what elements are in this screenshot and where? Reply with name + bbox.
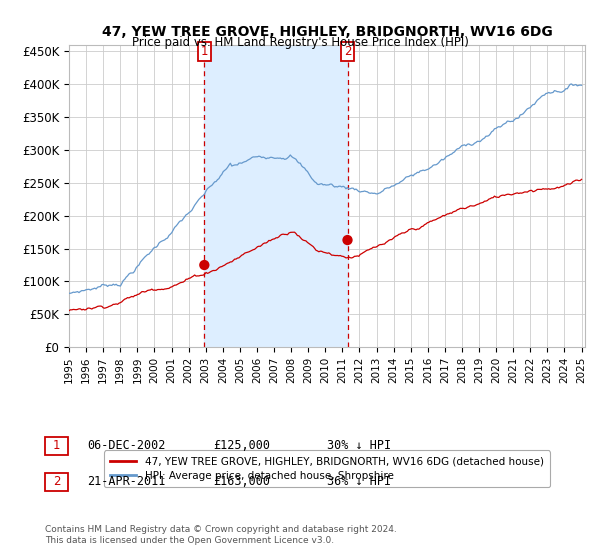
Text: 1: 1 bbox=[200, 45, 208, 58]
Text: 06-DEC-2002: 06-DEC-2002 bbox=[87, 438, 166, 452]
Text: 36% ↓ HPI: 36% ↓ HPI bbox=[327, 475, 391, 488]
Text: 21-APR-2011: 21-APR-2011 bbox=[87, 475, 166, 488]
Text: Contains HM Land Registry data © Crown copyright and database right 2024.
This d: Contains HM Land Registry data © Crown c… bbox=[45, 525, 397, 545]
Text: 2: 2 bbox=[344, 45, 351, 58]
Bar bbox=[205, 45, 347, 347]
Text: £163,000: £163,000 bbox=[213, 475, 270, 488]
Point bbox=[200, 260, 209, 269]
Legend: 47, YEW TREE GROVE, HIGHLEY, BRIDGNORTH, WV16 6DG (detached house), HPI: Average: 47, YEW TREE GROVE, HIGHLEY, BRIDGNORTH,… bbox=[104, 450, 550, 487]
Text: 2: 2 bbox=[53, 475, 60, 488]
Text: 30% ↓ HPI: 30% ↓ HPI bbox=[327, 438, 391, 452]
Text: 1: 1 bbox=[53, 438, 60, 452]
Text: Price paid vs. HM Land Registry's House Price Index (HPI): Price paid vs. HM Land Registry's House … bbox=[131, 36, 469, 49]
Text: £125,000: £125,000 bbox=[213, 438, 270, 452]
Point bbox=[343, 236, 352, 245]
Title: 47, YEW TREE GROVE, HIGHLEY, BRIDGNORTH, WV16 6DG: 47, YEW TREE GROVE, HIGHLEY, BRIDGNORTH,… bbox=[101, 25, 553, 39]
